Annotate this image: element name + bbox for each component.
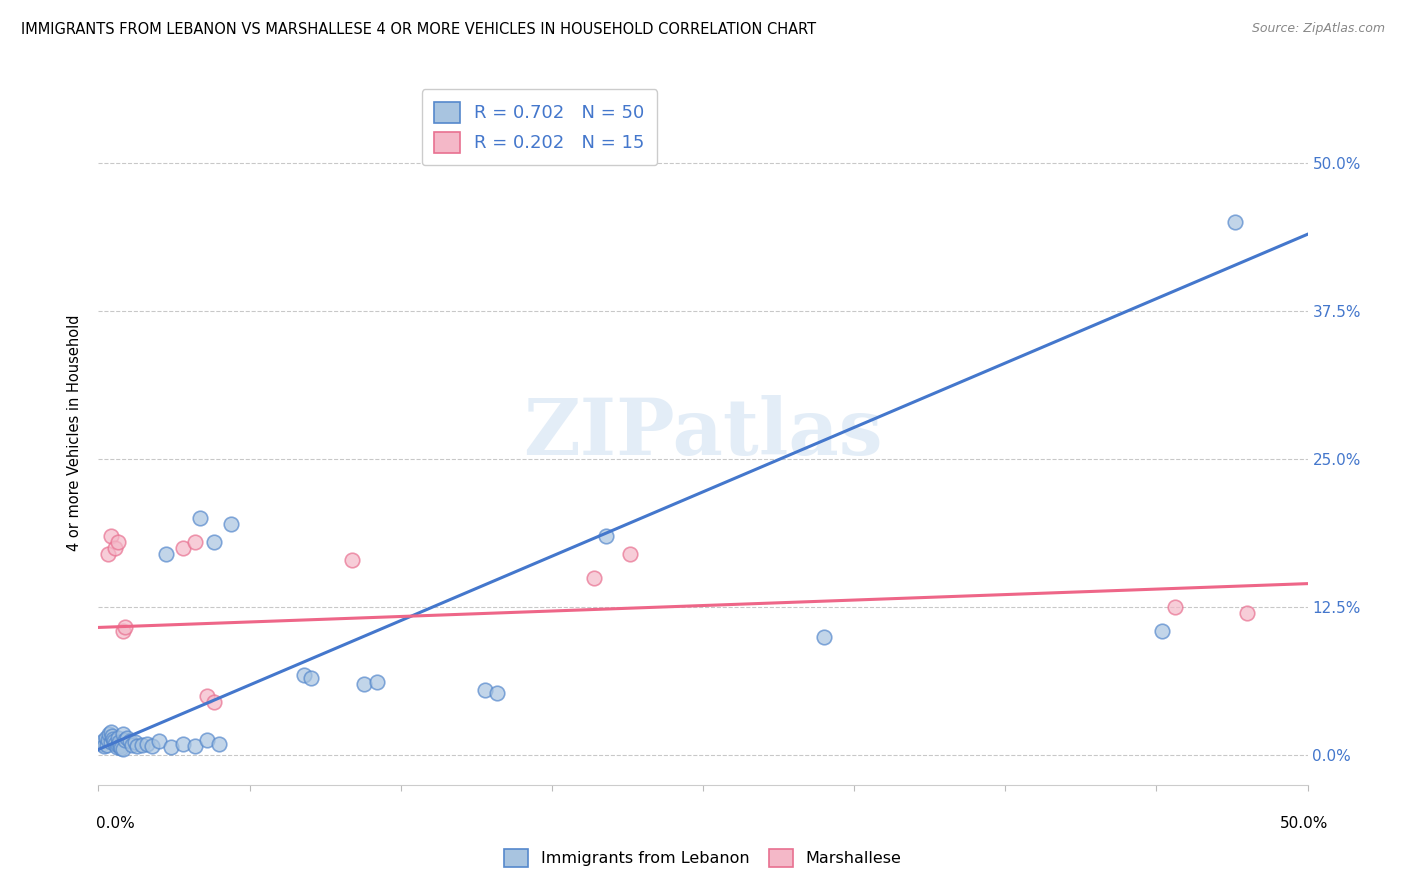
Point — [111, 742, 134, 756]
Point — [108, 735, 131, 749]
Point — [172, 737, 194, 751]
Point — [104, 737, 127, 751]
Point — [172, 541, 194, 555]
Point — [105, 740, 128, 755]
Text: 50.0%: 50.0% — [1281, 816, 1329, 831]
Point — [121, 738, 143, 752]
Point — [94, 731, 117, 745]
Text: IMMIGRANTS FROM LEBANON VS MARSHALLESE 4 OR MORE VEHICLES IN HOUSEHOLD CORRELATI: IMMIGRANTS FROM LEBANON VS MARSHALLESE 4… — [21, 22, 817, 37]
Point — [221, 517, 243, 532]
Y-axis label: 4 or more Vehicles in Household: 4 or more Vehicles in Household — [67, 314, 83, 551]
Point — [107, 731, 129, 745]
Point — [114, 733, 136, 747]
Point — [195, 733, 218, 747]
Point — [366, 674, 388, 689]
Point — [204, 695, 226, 709]
Point — [100, 529, 122, 543]
Point — [110, 741, 132, 756]
Point — [619, 547, 641, 561]
Text: 0.0%: 0.0% — [96, 816, 135, 831]
Point — [583, 571, 606, 585]
Legend: Immigrants from Lebanon, Marshallese: Immigrants from Lebanon, Marshallese — [496, 840, 910, 875]
Point — [160, 740, 183, 755]
Point — [204, 535, 226, 549]
Point — [474, 683, 496, 698]
Point — [141, 739, 163, 753]
Point — [208, 737, 231, 751]
Point — [155, 547, 177, 561]
Point — [124, 735, 146, 749]
Point — [104, 541, 127, 555]
Point — [97, 547, 120, 561]
Point — [353, 677, 375, 691]
Point — [93, 739, 115, 753]
Legend: R = 0.702   N = 50, R = 0.202   N = 15: R = 0.702 N = 50, R = 0.202 N = 15 — [422, 89, 657, 165]
Point — [131, 738, 153, 752]
Text: ZIPatlas: ZIPatlas — [523, 394, 883, 471]
Point — [127, 739, 149, 753]
Point — [107, 535, 129, 549]
Point — [184, 739, 207, 753]
Point — [97, 733, 120, 747]
Point — [98, 727, 121, 741]
Point — [91, 737, 114, 751]
Point — [91, 734, 114, 748]
Point — [111, 727, 134, 741]
Point — [342, 553, 364, 567]
Point — [1236, 606, 1258, 620]
Point — [188, 511, 211, 525]
Point — [96, 738, 118, 752]
Point — [195, 689, 218, 703]
Point — [117, 731, 139, 745]
Point — [108, 739, 131, 753]
Point — [101, 731, 124, 746]
Point — [100, 735, 122, 749]
Point — [1163, 600, 1185, 615]
Point — [103, 734, 125, 748]
Point — [595, 529, 617, 543]
Point — [114, 620, 136, 634]
Point — [1223, 215, 1246, 229]
Point — [107, 738, 129, 752]
Point — [813, 630, 835, 644]
Point — [100, 730, 122, 744]
Text: Source: ZipAtlas.com: Source: ZipAtlas.com — [1251, 22, 1385, 36]
Point — [148, 734, 170, 748]
Point — [135, 737, 157, 751]
Point — [184, 535, 207, 549]
Point — [1152, 624, 1174, 638]
Point — [292, 668, 315, 682]
Point — [118, 734, 141, 748]
Point — [111, 624, 134, 638]
Point — [299, 672, 322, 686]
Point — [100, 724, 122, 739]
Point — [486, 685, 509, 699]
